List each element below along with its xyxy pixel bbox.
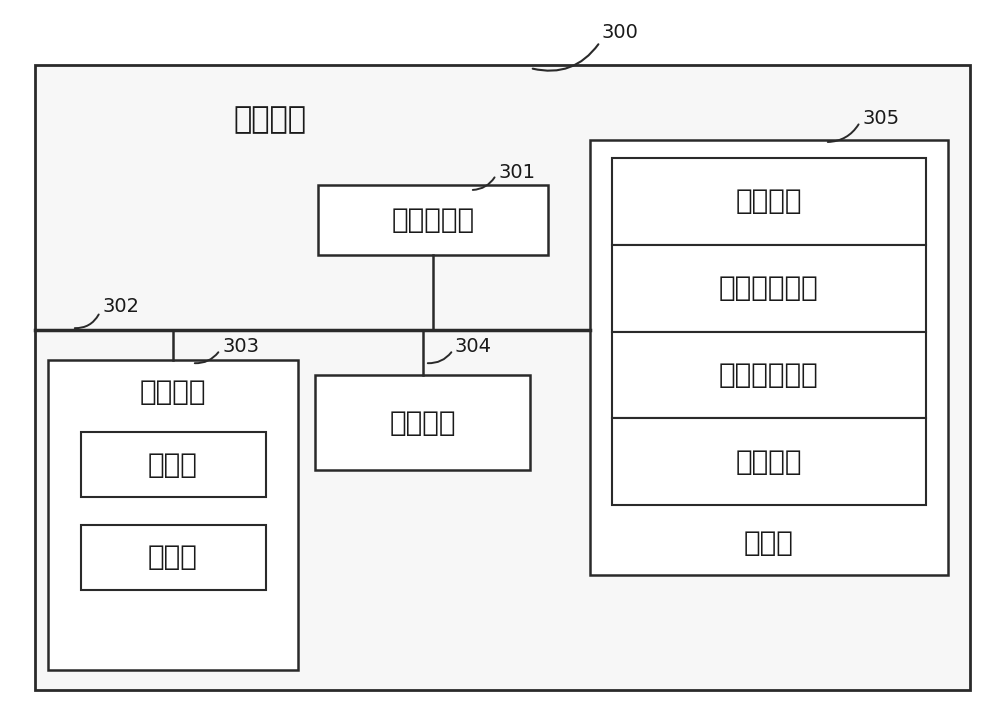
FancyArrowPatch shape [473, 177, 495, 190]
Text: 304: 304 [455, 337, 492, 355]
Text: 网络通信模块: 网络通信模块 [719, 274, 819, 302]
Text: 用户接口模块: 用户接口模块 [719, 361, 819, 389]
FancyArrowPatch shape [533, 44, 598, 71]
Text: 程序指令: 程序指令 [736, 448, 802, 476]
FancyArrowPatch shape [428, 353, 451, 363]
FancyArrowPatch shape [75, 314, 99, 328]
Bar [318, 185, 548, 255]
Text: 中央处理器: 中央处理器 [391, 206, 475, 234]
Text: 用户接口: 用户接口 [140, 378, 206, 406]
Bar [612, 158, 926, 244]
Bar [35, 65, 970, 690]
Bar [315, 375, 530, 470]
Text: 301: 301 [498, 162, 535, 182]
Text: 303: 303 [222, 337, 259, 355]
Bar [612, 418, 926, 505]
Bar [612, 332, 926, 418]
Text: 摄像头: 摄像头 [148, 451, 198, 479]
Bar [48, 360, 298, 670]
Text: 电子设备: 电子设备 [234, 105, 306, 135]
Text: 存储器: 存储器 [744, 529, 794, 557]
Bar [80, 432, 266, 497]
Bar [612, 244, 926, 332]
Text: 网络接口: 网络接口 [389, 409, 456, 436]
FancyArrowPatch shape [195, 353, 218, 363]
FancyArrowPatch shape [828, 125, 859, 142]
Text: 305: 305 [862, 108, 899, 128]
Text: 302: 302 [102, 296, 139, 316]
Bar [590, 140, 948, 575]
Text: 300: 300 [602, 22, 638, 42]
Text: 操作系统: 操作系统 [736, 187, 802, 216]
Bar [80, 525, 266, 590]
Text: 显示屏: 显示屏 [148, 544, 198, 572]
